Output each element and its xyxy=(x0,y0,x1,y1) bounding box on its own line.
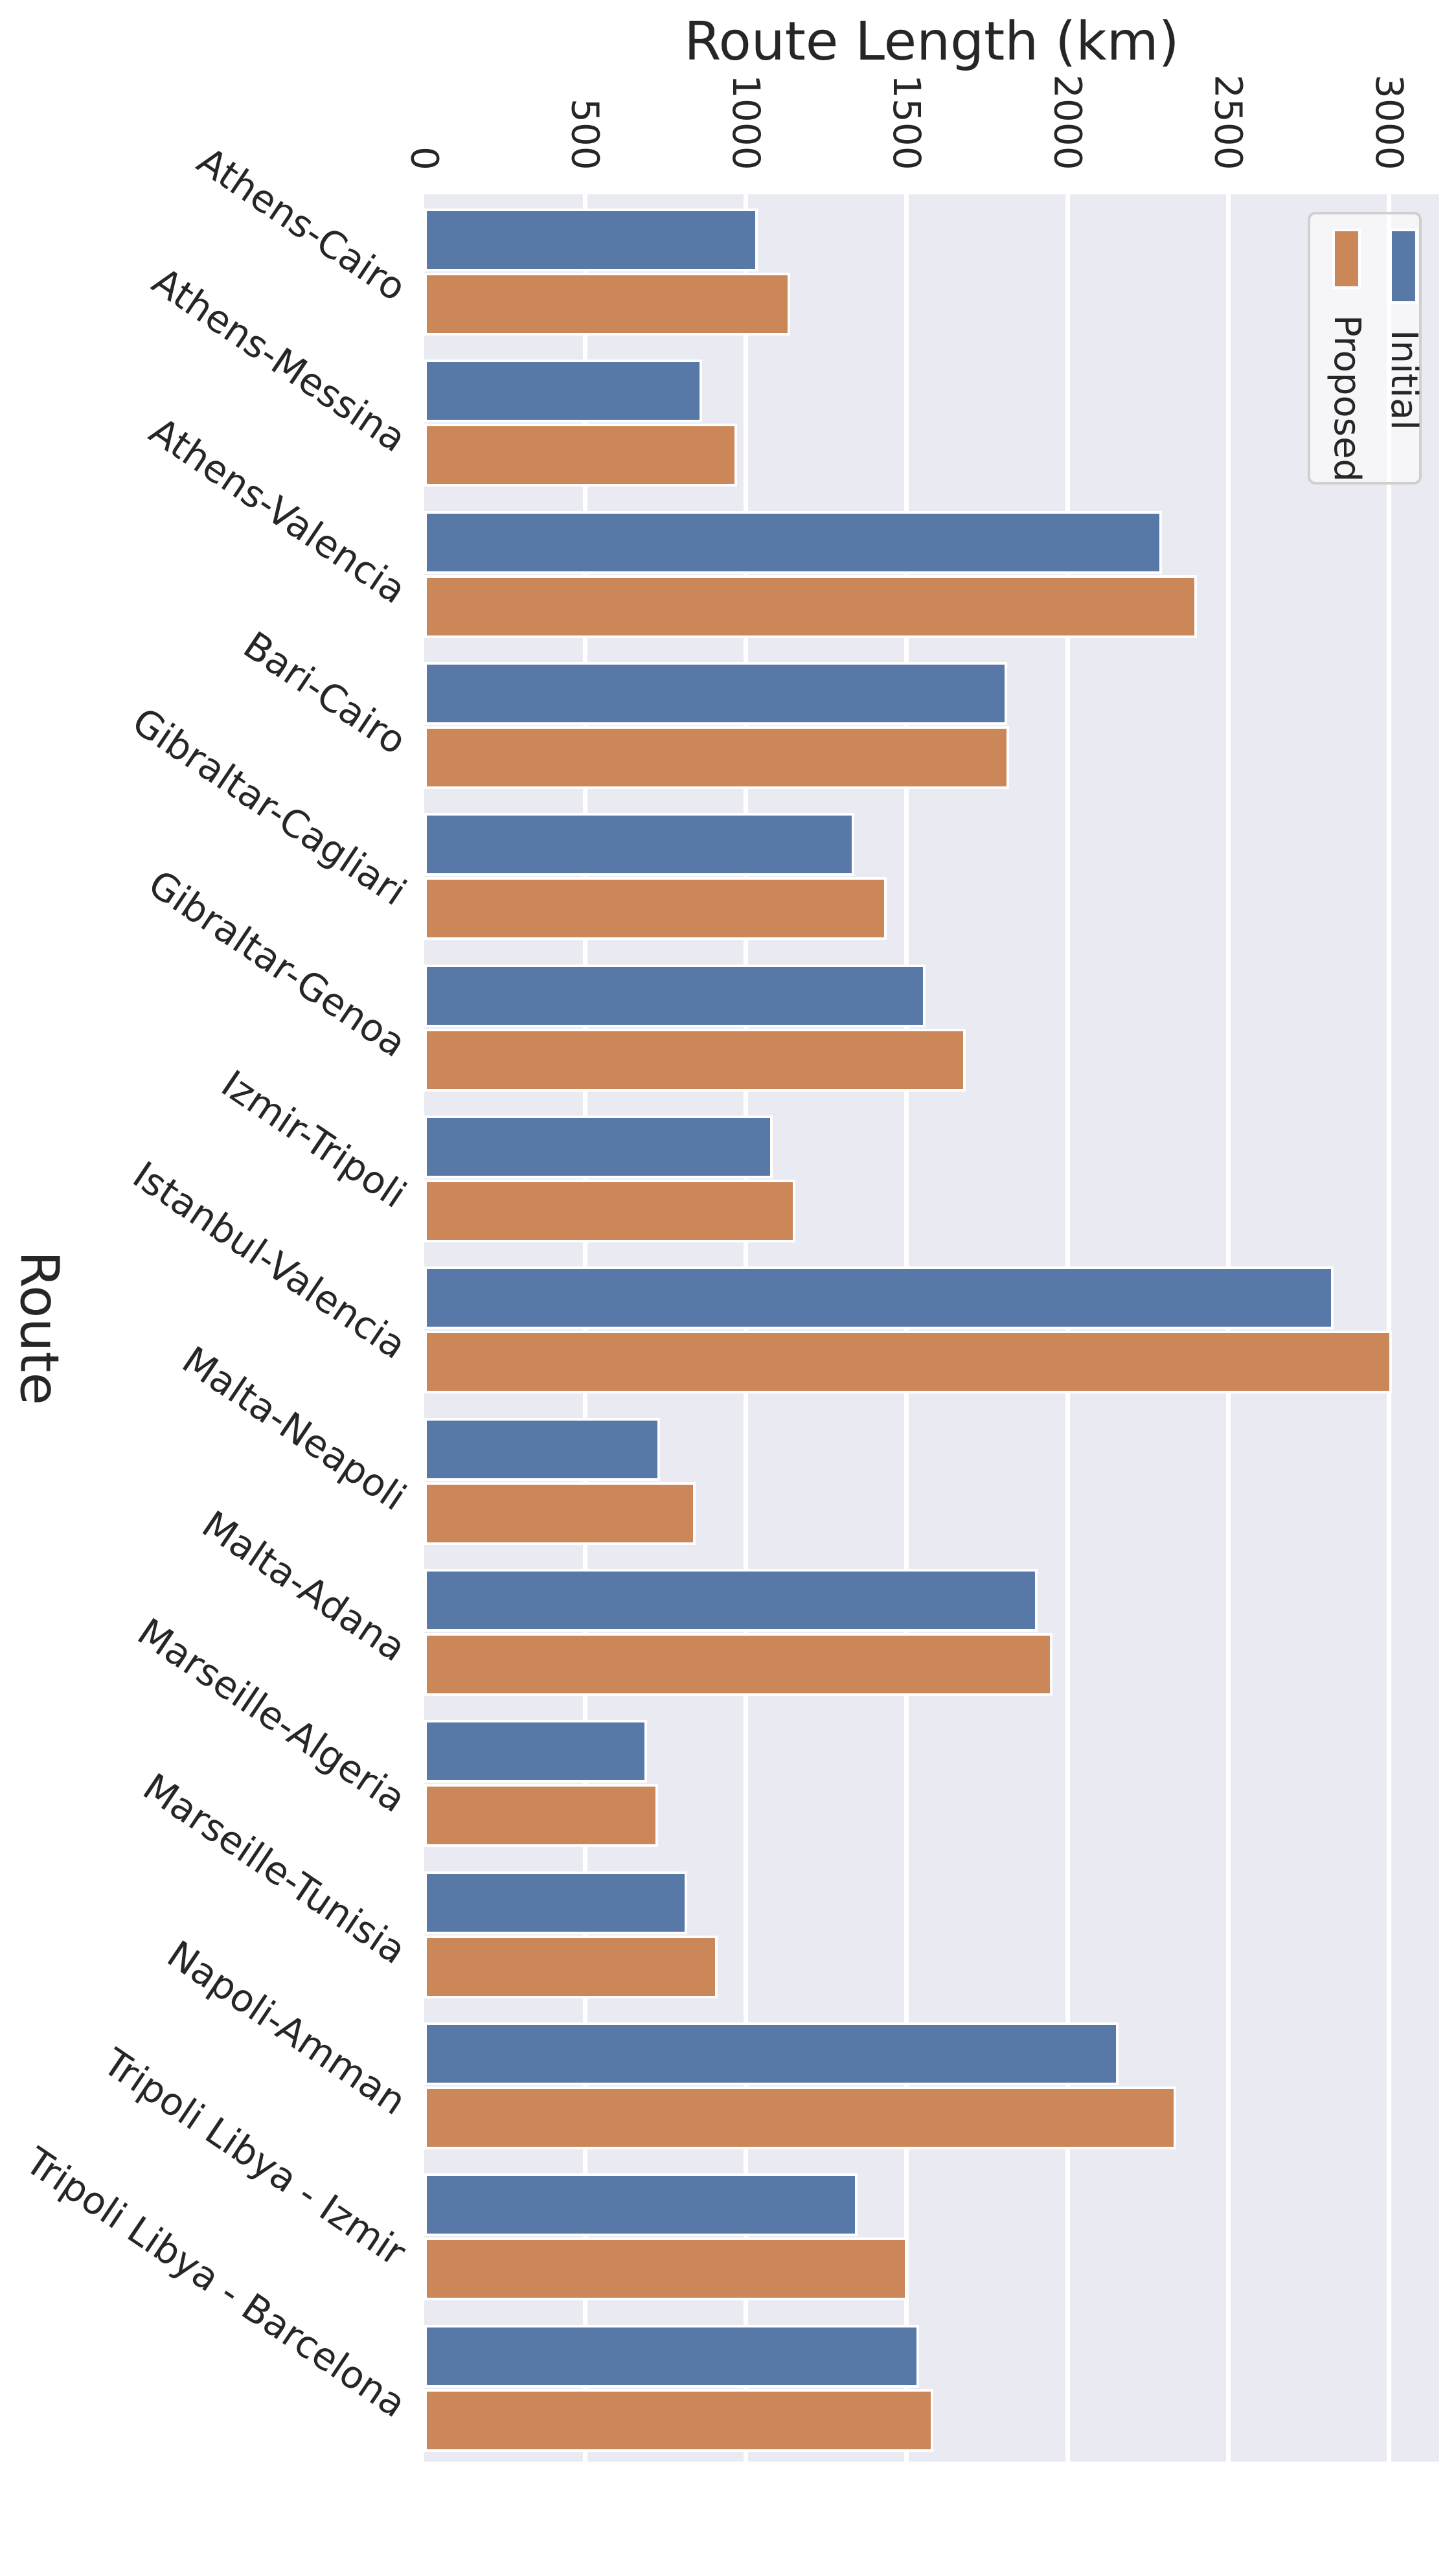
category-label-tripoli-libya-barcelona: Tripoli Libya - Barcelona xyxy=(17,2138,415,2426)
category-label-bari-cairo: Bari-Cairo xyxy=(235,623,415,764)
bar-proposed-bari-cairo xyxy=(424,726,1009,789)
bar-proposed-gibraltar-cagliari xyxy=(424,877,887,941)
bar-proposed-athens-messina xyxy=(424,424,738,487)
category-axis-title: Route xyxy=(8,1250,70,1406)
bar-initial-athens-cairo xyxy=(424,209,758,271)
bar-initial-malta-adana xyxy=(424,1569,1038,1632)
tick-label-2000: 2000 xyxy=(1036,62,1098,170)
tick-label-text: 2500 xyxy=(1206,74,1251,170)
bar-initial-athens-valencia xyxy=(424,510,1162,574)
legend-label-proposed: Proposed xyxy=(1326,315,1368,482)
bar-proposed-tripoli-libya-barcelona xyxy=(424,2388,933,2452)
tick-label-1500: 1500 xyxy=(876,62,938,170)
bar-proposed-izmir-tripoli xyxy=(424,1180,795,1242)
bar-initial-gibraltar-genoa xyxy=(424,964,926,1027)
tick-label-text: 2000 xyxy=(1045,74,1090,170)
bar-initial-marseille-algeria xyxy=(424,1720,648,1783)
tick-label-3000: 3000 xyxy=(1358,62,1420,170)
category-axis-title-wrap: Route xyxy=(6,194,71,2462)
bar-proposed-tripoli-libya-izmir xyxy=(424,2237,908,2301)
tick-label-500: 500 xyxy=(554,62,616,170)
bar-proposed-athens-valencia xyxy=(424,575,1198,638)
bar-initial-bari-cairo xyxy=(424,662,1008,725)
legend-label-initial: Initial xyxy=(1383,330,1425,430)
tick-label-text: 0 xyxy=(402,146,447,170)
bar-proposed-napoli-amman xyxy=(424,2087,1176,2149)
legend: Proposed Initial xyxy=(1308,212,1425,485)
bar-proposed-malta-neapoli xyxy=(424,1481,696,1545)
legend-swatch-proposed xyxy=(1332,229,1361,290)
bar-initial-gibraltar-cagliari xyxy=(424,813,855,876)
bar-initial-tripoli-libya-izmir xyxy=(424,2173,858,2237)
category-label-malta-adana: Malta-Adana xyxy=(194,1502,415,1671)
tick-label-text: 1500 xyxy=(885,74,929,170)
tick-label-text: 1000 xyxy=(723,74,768,170)
bar-proposed-malta-adana xyxy=(424,1633,1052,1696)
bar-initial-malta-neapoli xyxy=(424,1417,660,1481)
legend-entry-proposed: Proposed xyxy=(1326,229,1368,482)
bar-proposed-marseille-algeria xyxy=(424,1784,659,1847)
bar-initial-marseille-tunisia xyxy=(424,1871,688,1934)
bar-initial-napoli-amman xyxy=(424,2022,1119,2085)
value-axis-title: Route Length (km) xyxy=(684,11,1179,73)
tick-label-0: 0 xyxy=(393,62,455,170)
category-label-athens-cairo: Athens-Cairo xyxy=(189,138,415,310)
tick-label-text: 500 xyxy=(563,98,608,170)
bar-initial-istanbul-valencia xyxy=(424,1266,1334,1330)
bar-initial-athens-messina xyxy=(424,360,702,423)
tick-label-1000: 1000 xyxy=(715,62,777,170)
bar-initial-tripoli-libya-barcelona xyxy=(424,2324,919,2388)
legend-swatch-initial xyxy=(1389,229,1418,304)
bar-proposed-istanbul-valencia xyxy=(424,1331,1392,1394)
bar-proposed-gibraltar-genoa xyxy=(424,1028,966,1092)
plot-area xyxy=(424,194,1439,2462)
bar-proposed-marseille-tunisia xyxy=(424,1935,718,1998)
legend-entry-initial: Initial xyxy=(1383,229,1425,482)
tick-label-text: 3000 xyxy=(1367,74,1411,170)
tick-label-2500: 2500 xyxy=(1197,62,1259,170)
category-label-izmir-tripoli: Izmir-Tripoli xyxy=(213,1061,415,1217)
gridline-3000 xyxy=(1387,194,1392,2462)
bar-proposed-athens-cairo xyxy=(424,273,791,336)
bar-initial-izmir-tripoli xyxy=(424,1115,773,1178)
